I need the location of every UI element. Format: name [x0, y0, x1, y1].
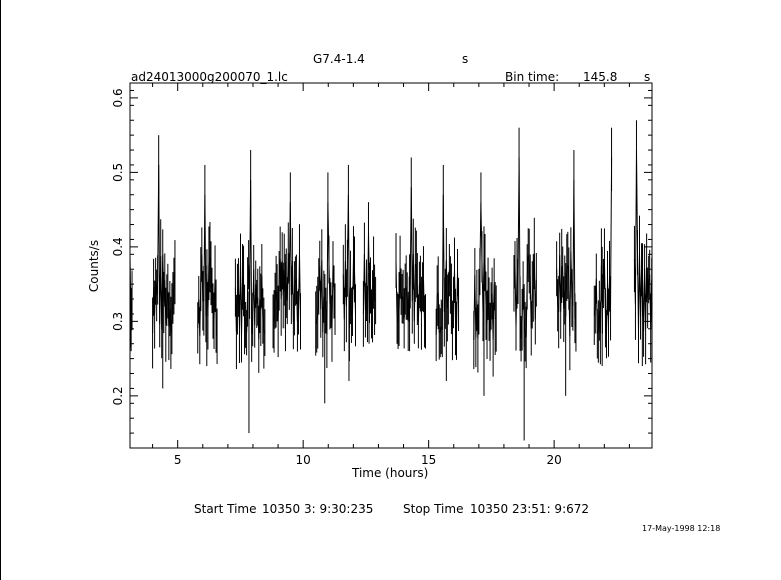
- plot-timestamp: 17-May-1998 12:18: [642, 524, 721, 533]
- light-curve-segment: [435, 194, 459, 335]
- x-tick-label: 10: [296, 453, 311, 467]
- light-curve-segment: [633, 149, 653, 332]
- light-curve-segment: [362, 231, 376, 314]
- x-tick-label: 15: [421, 453, 436, 467]
- file-name: ad24013000g200070_1.lc: [131, 70, 288, 84]
- light-curve-segment: [556, 179, 577, 337]
- y-tick-label: 0.2: [111, 386, 125, 405]
- light-curve-segment: [152, 164, 176, 334]
- y-tick-label: 0.6: [111, 88, 125, 107]
- light-curve-segment: [513, 157, 537, 339]
- bin-time-value: 145.8: [583, 70, 618, 84]
- y-tick-label: 0.5: [111, 163, 125, 182]
- light-curve-segment: [395, 187, 426, 322]
- x-tick-label: 5: [174, 453, 182, 467]
- source-unit: s: [462, 52, 469, 66]
- y-tick-label: 0.3: [111, 312, 125, 331]
- window-left-edge: [0, 0, 1, 580]
- y-tick-label: 0.4: [111, 237, 125, 256]
- light-curve-segment: [315, 202, 336, 335]
- y-axis-label: Counts/s: [87, 240, 101, 292]
- bin-time-unit: s: [644, 70, 651, 84]
- stop-time-label: Stop Time: [403, 502, 464, 516]
- start-time-label: Start Time: [194, 502, 257, 516]
- light-curve-segment: [234, 179, 266, 340]
- light-curve-segment: [129, 254, 133, 322]
- light-curve-segment: [342, 194, 356, 329]
- x-tick-label: 20: [546, 453, 561, 467]
- start-time-value: 10350 3: 9:30:235: [262, 502, 374, 516]
- source-name: G7.4-1.4: [313, 52, 365, 66]
- x-axis-label: Time (hours): [352, 466, 429, 480]
- light-curve-segment: [197, 194, 218, 337]
- light-curve-segment: [473, 202, 497, 341]
- light-curve-segment: [273, 202, 301, 322]
- stop-time-value: 10350 23:51: 9:672: [470, 502, 590, 516]
- light-curve-segment: [593, 157, 613, 335]
- bin-time-label: Bin time:: [505, 70, 560, 84]
